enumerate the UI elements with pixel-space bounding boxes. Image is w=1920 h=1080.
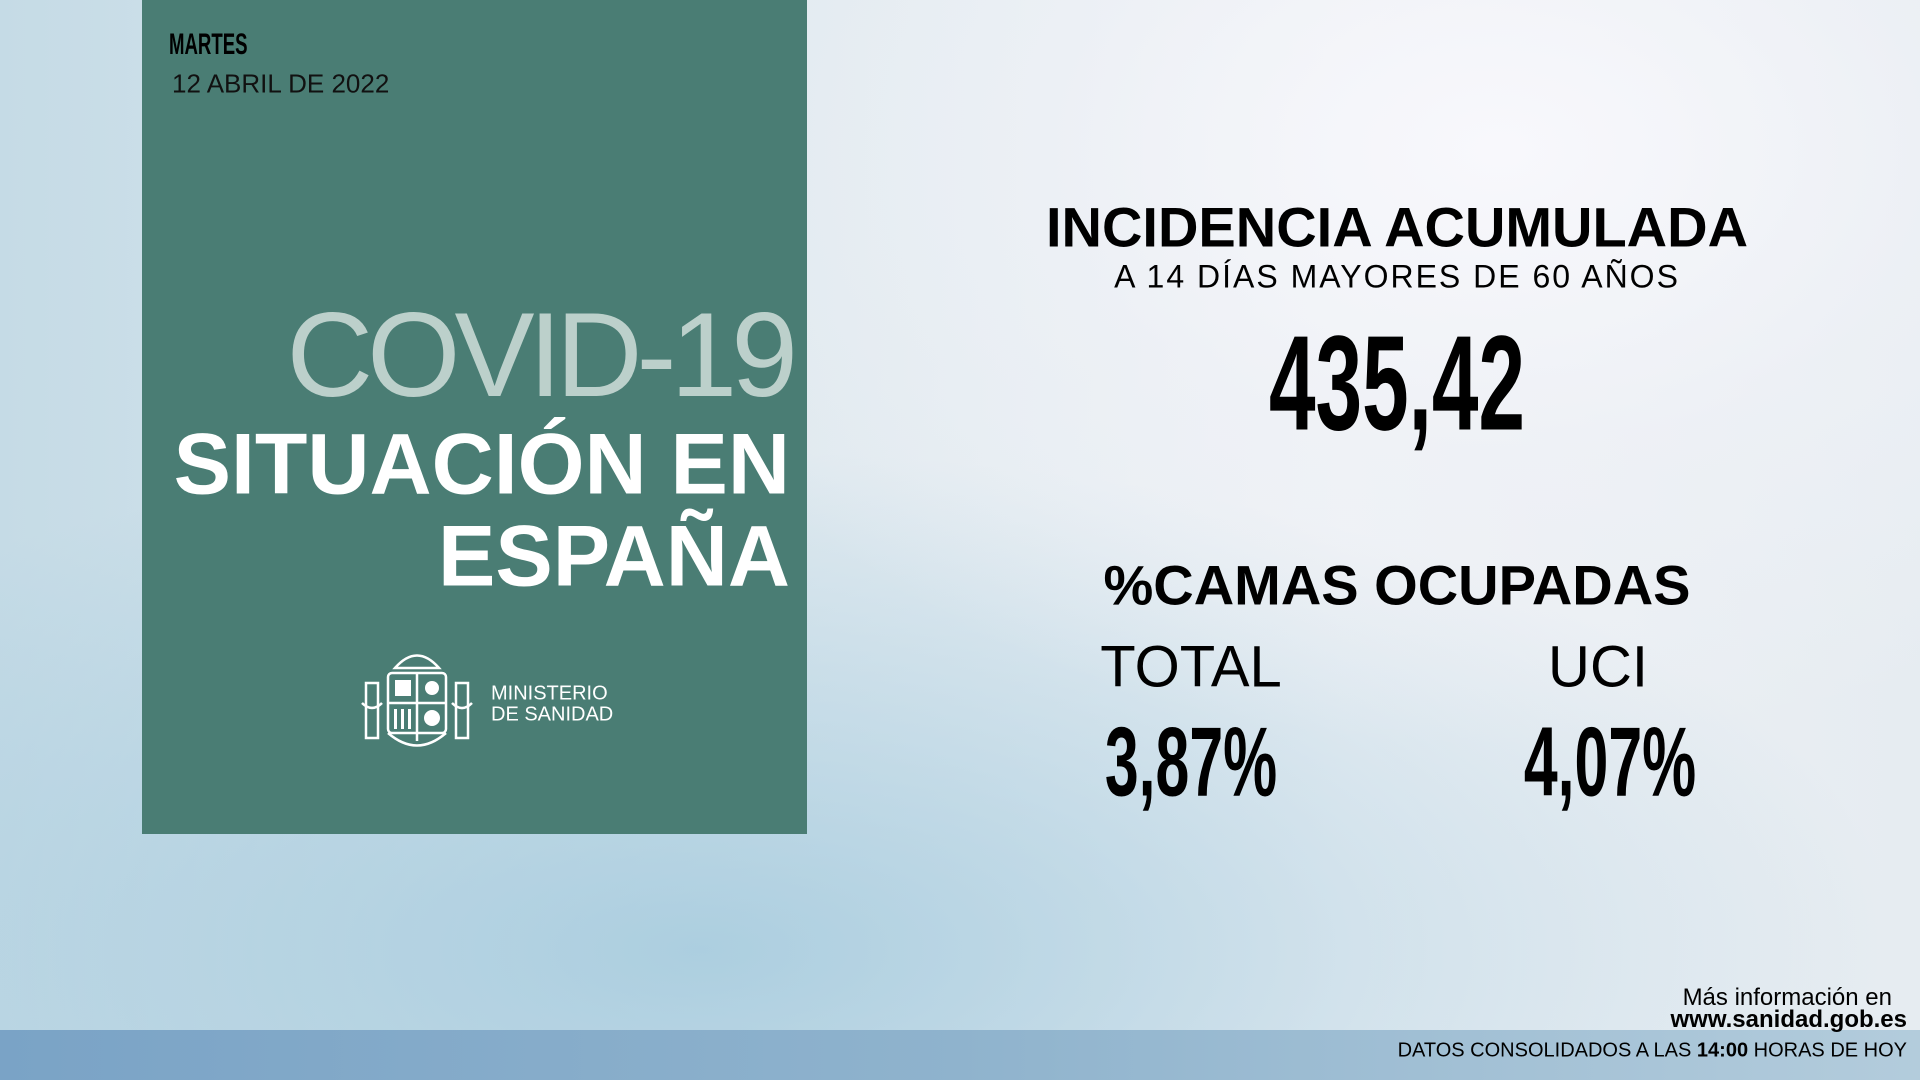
beds-value: 4,07% <box>1471 706 1749 819</box>
incidence-value: 435,42 <box>1191 306 1604 461</box>
ministry-line: DE SANIDAD <box>491 703 614 726</box>
covid-logo: COVID-19 <box>286 288 798 422</box>
coat-of-arms <box>361 654 473 747</box>
beds-value: 3,87% <box>1052 706 1330 819</box>
footer-note: DATOS CONSOLIDADOS A LAS 14:00 HORAS DE … <box>1398 1040 1907 1063</box>
note-part: DATOS CONSOLIDADOS A LAS <box>1397 1039 1697 1062</box>
weekday-text: MARTES <box>169 28 248 61</box>
incidence-value-text: 435,42 <box>1268 307 1526 459</box>
more-info: Más información en <box>1682 984 1892 1011</box>
beds-value-text: 4,07% <box>1523 706 1697 817</box>
beds-value-text: 3,87% <box>1104 706 1278 817</box>
beds-label: TOTAL <box>1100 634 1282 700</box>
title-line: ESPAÑA <box>437 508 790 605</box>
incidence-subtitle: A 14 DÍAS MAYORES DE 60 AÑOS <box>1114 258 1680 295</box>
beds-title: %CAMAS OCUPADAS <box>1103 553 1691 617</box>
title-line: SITUACIÓN EN <box>173 416 790 513</box>
date: 12 ABRIL DE 2022 <box>172 68 390 99</box>
ministry-line: MINISTERIO <box>491 682 608 705</box>
footer-bar <box>0 1030 1920 1080</box>
note-part: HORAS DE HOY <box>1748 1039 1907 1062</box>
incidence-title: INCIDENCIA ACUMULADA <box>1045 195 1749 259</box>
url[interactable]: www.sanidad.gob.es <box>1670 1006 1907 1033</box>
weekday: MARTES <box>169 28 296 62</box>
beds-label: UCI <box>1548 634 1648 700</box>
title-panel <box>142 0 807 834</box>
note-time: 14:00 <box>1696 1039 1749 1062</box>
